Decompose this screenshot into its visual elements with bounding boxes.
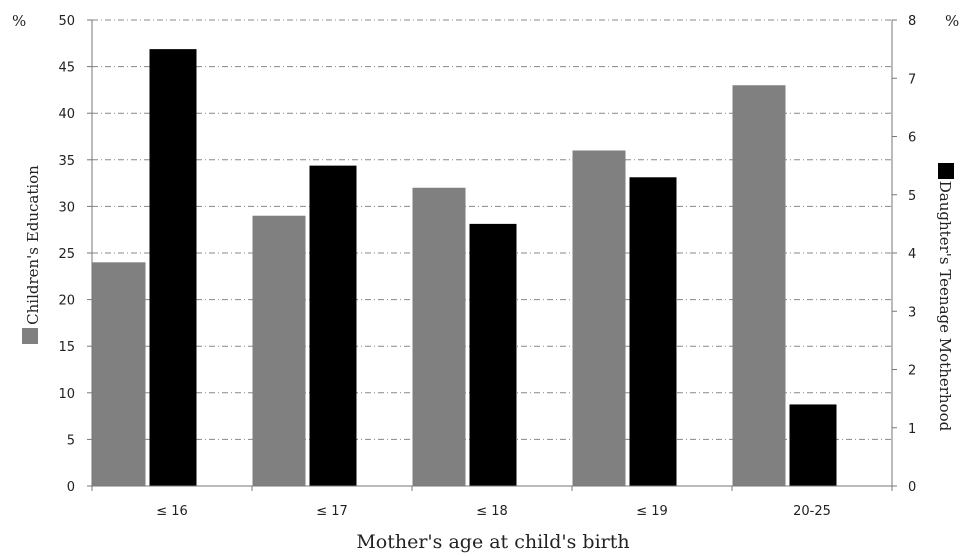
left-axis-title: Children's Education — [24, 165, 42, 325]
bar-motherhood — [789, 404, 837, 486]
left-tick-label: 45 — [58, 61, 75, 76]
category-labels: ≤ 16 ≤ 17 ≤ 18 ≤ 19 20-25 — [156, 504, 831, 519]
left-tick-labels: 0 5 10 15 20 25 30 35 40 45 50 — [58, 14, 92, 495]
left-tick-label: 35 — [58, 154, 75, 169]
right-axis-title: Daughter's Teenage Motherhood — [936, 181, 954, 432]
x-axis-title: Mother's age at child's birth — [356, 531, 629, 553]
left-tick-label: 30 — [58, 200, 75, 215]
right-unit-label: % — [945, 12, 959, 30]
category-label: ≤ 18 — [476, 504, 508, 519]
category-label: ≤ 16 — [156, 504, 188, 519]
category-label: 20-25 — [793, 504, 831, 519]
legend-swatch-motherhood — [938, 163, 954, 179]
right-tick-labels: 0 1 2 3 4 5 6 7 8 — [892, 14, 916, 495]
bar-motherhood — [469, 223, 517, 486]
right-tick-label: 8 — [908, 14, 916, 29]
left-tick-label: 25 — [58, 247, 75, 262]
left-tick-label: 15 — [58, 340, 75, 355]
category-label: ≤ 19 — [636, 504, 668, 519]
bar-education — [572, 150, 626, 487]
right-tick-label: 3 — [908, 305, 916, 320]
bars — [92, 49, 837, 487]
right-tick-label: 0 — [908, 480, 916, 495]
bar-education — [252, 215, 306, 486]
category-label: ≤ 17 — [316, 504, 348, 519]
left-tick-label: 20 — [58, 294, 75, 309]
left-tick-label: 5 — [67, 433, 75, 448]
left-tick-label: 10 — [58, 387, 75, 402]
bar-motherhood — [309, 165, 357, 486]
bar-education — [732, 85, 786, 487]
left-tick-label: 0 — [67, 480, 75, 495]
bar-motherhood — [149, 49, 197, 486]
right-tick-label: 6 — [908, 131, 916, 146]
left-tick-label: 50 — [58, 14, 75, 29]
bar-education — [412, 187, 466, 486]
bar-motherhood — [629, 177, 677, 486]
right-tick-label: 1 — [908, 422, 916, 437]
left-tick-label: 40 — [58, 107, 75, 122]
left-unit-label: % — [12, 12, 26, 30]
right-tick-label: 4 — [908, 247, 916, 262]
right-tick-label: 7 — [908, 72, 916, 87]
right-tick-label: 2 — [908, 364, 916, 379]
right-tick-label: 5 — [908, 189, 916, 204]
legend-swatch-education — [22, 328, 38, 344]
bar-education — [92, 262, 146, 486]
